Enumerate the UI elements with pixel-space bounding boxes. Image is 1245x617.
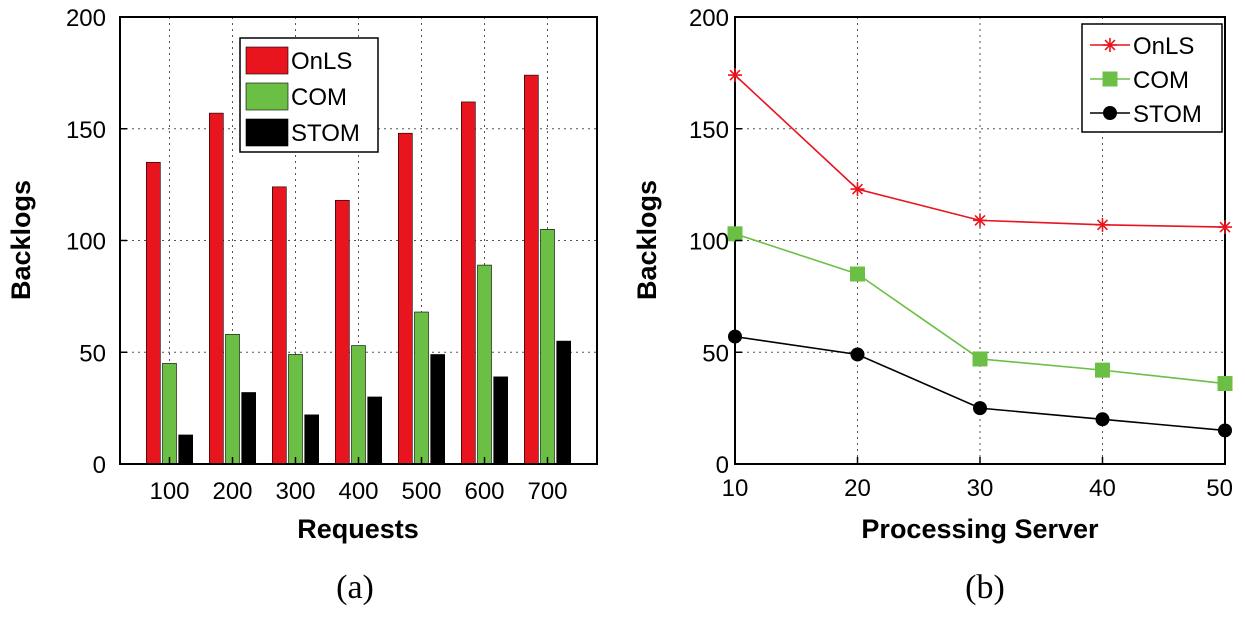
chart-b-caption: (b) <box>965 569 1005 606</box>
chart-b-point-stom <box>728 329 742 344</box>
chart-a-bar-com <box>162 363 177 465</box>
chart-b-y-axis-label: Backlogs <box>632 180 662 300</box>
chart-a-legend-swatch-onls <box>245 46 289 75</box>
chart-a-x-tick-label: 300 <box>275 478 315 505</box>
chart-b-point-stom <box>1095 412 1110 427</box>
chart-b-y-tick-label: 0 <box>716 452 729 479</box>
chart-b-x-tick-label: 40 <box>1089 475 1116 502</box>
chart-a-x-tick-label: 200 <box>212 478 252 505</box>
chart-b-x-tick-label: 50 <box>1206 475 1233 502</box>
chart-b-x-tick-label: 30 <box>967 475 994 502</box>
chart-b-point-com <box>727 226 743 242</box>
chart-b-x-ticks: 10 20 30 40 50 <box>722 457 1233 502</box>
chart-a-bar-com <box>477 264 492 465</box>
chart-a: 0 50 100 150 200 100 200 300 400 500 600 700 Reque… <box>6 5 598 606</box>
chart-a-legend: OnLS COM STOM <box>239 37 379 153</box>
chart-b-point-com <box>1217 376 1233 392</box>
chart-b-point-onls <box>973 213 987 228</box>
chart-b-point-stom <box>850 347 865 362</box>
chart-a-legend-swatch-com <box>245 82 289 111</box>
chart-a-bar-stom <box>367 396 383 465</box>
chart-a-bar-stom <box>241 392 256 465</box>
chart-a-x-axis-label: Requests <box>297 514 419 544</box>
chart-b-x-tick-label: 20 <box>844 475 871 502</box>
chart-a-bar-onls <box>460 101 476 465</box>
chart-a-bar-onls <box>146 161 161 465</box>
chart-a-bar-stom <box>556 340 572 465</box>
chart-a-bar-stom <box>304 414 320 465</box>
chart-a-legend-label-com: COM <box>291 84 347 111</box>
chart-b-x-axis-label: Processing Server <box>861 514 1099 544</box>
chart-b-point-com <box>850 266 865 282</box>
chart-b-point-onls <box>1218 220 1232 235</box>
chart-b-y-ticks: 0 50 100 150 200 <box>689 5 742 479</box>
chart-a-legend-swatch-stom <box>245 118 289 147</box>
chart-b: 0 50 100 150 200 10 20 30 40 50 Processing Serve… <box>632 5 1233 606</box>
chart-a-bar-stom <box>178 434 193 465</box>
chart-b-point-onls <box>1095 217 1110 232</box>
chart-a-bar-onls <box>271 186 287 465</box>
chart-a-caption: (a) <box>336 569 374 606</box>
chart-a-bar-onls <box>334 199 350 465</box>
chart-a-y-tick-label: 0 <box>93 452 106 479</box>
chart-b-y-tick-label: 50 <box>702 340 729 367</box>
chart-a-x-tick-label: 500 <box>401 478 441 505</box>
chart-a-bar-onls <box>209 112 224 465</box>
chart-b-legend-marker-stom <box>1103 106 1117 120</box>
chart-b-legend-marker-onls <box>1103 38 1117 52</box>
chart-b-point-stom <box>973 401 987 416</box>
chart-b-point-onls <box>850 182 865 197</box>
chart-a-y-tick-label: 50 <box>79 340 106 367</box>
chart-a-legend-label-onls: OnLS <box>291 48 352 75</box>
chart-b-legend-marker-com <box>1102 71 1118 87</box>
chart-b-lines <box>727 68 1233 438</box>
chart-a-y-tick-label: 150 <box>66 117 106 144</box>
chart-a-y-tick-label: 100 <box>66 229 106 256</box>
chart-a-x-tick-label: 700 <box>527 478 567 505</box>
chart-a-legend-label-stom: STOM <box>291 120 360 147</box>
chart-a-bar-stom <box>430 354 446 465</box>
chart-b-y-tick-label: 100 <box>689 229 729 256</box>
chart-b-legend-label-onls: OnLS <box>1133 33 1194 60</box>
chart-a-x-ticks: 100 200 300 400 500 600 700 <box>149 457 568 505</box>
chart-b-point-com <box>972 351 988 367</box>
chart-a-bar-com <box>351 345 366 465</box>
chart-b-point-stom <box>1218 423 1232 438</box>
chart-a-y-axis-label: Backlogs <box>6 180 36 300</box>
chart-a-bar-onls <box>523 74 539 465</box>
chart-a-y-ticks: 0 50 100 150 200 <box>66 5 127 479</box>
chart-a-bar-com <box>225 334 240 465</box>
chart-a-bars <box>146 74 572 465</box>
chart-b-legend-label-stom: STOM <box>1133 101 1202 128</box>
chart-a-x-tick-label: 600 <box>464 478 504 505</box>
chart-a-bar-com <box>414 311 429 465</box>
chart-b-y-tick-label: 150 <box>689 117 729 144</box>
chart-a-x-tick-label: 400 <box>338 478 378 505</box>
chart-a-bar-onls <box>397 132 413 465</box>
chart-a-x-tick-label: 100 <box>149 478 189 505</box>
chart-a-bar-com <box>288 354 303 465</box>
chart-b-point-com <box>1095 362 1110 378</box>
chart-a-y-tick-label: 200 <box>66 5 106 32</box>
chart-b-point-onls <box>728 68 742 83</box>
chart-b-x-tick-label: 10 <box>722 475 749 502</box>
chart-a-bar-stom <box>493 376 509 465</box>
chart-b-legend-label-com: COM <box>1133 67 1189 94</box>
chart-b-y-tick-label: 200 <box>689 5 729 32</box>
chart-b-legend: OnLS COM STOM <box>1081 23 1223 133</box>
chart-a-bar-com <box>540 229 555 465</box>
